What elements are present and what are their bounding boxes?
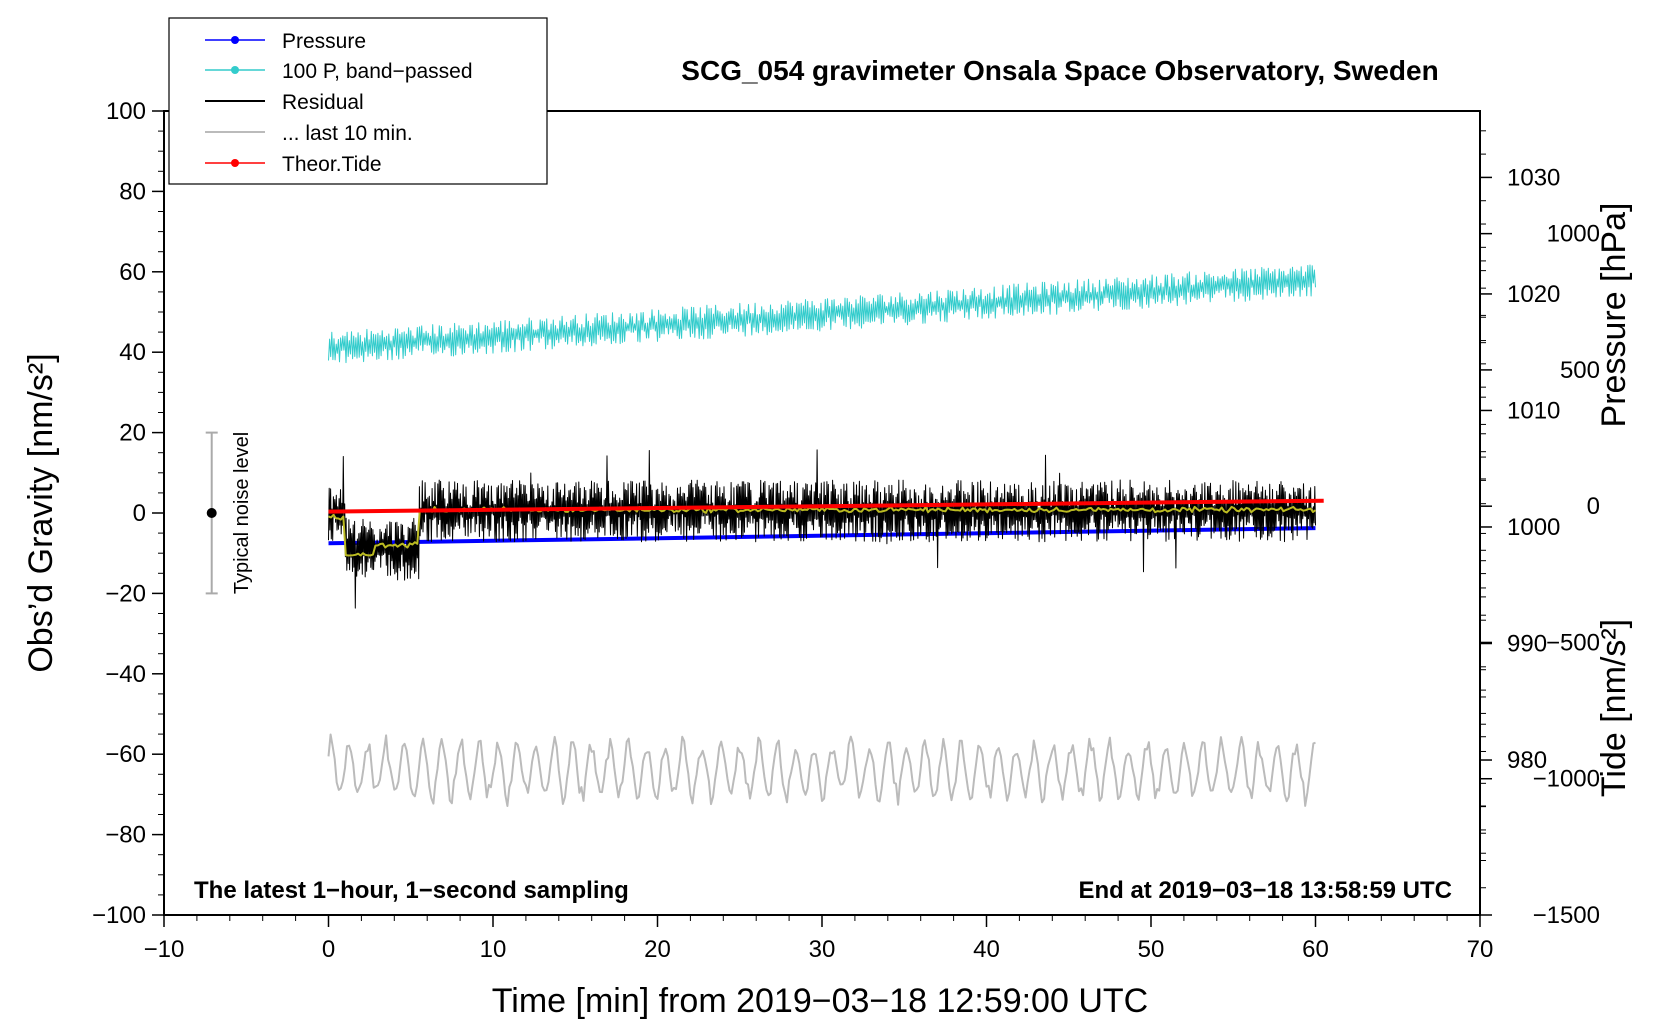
legend-label-bandpassed: 100 P, band−passed	[282, 60, 473, 83]
series-residual	[328, 449, 1316, 609]
x-tick-label: 50	[1138, 936, 1165, 963]
x-tick-label: 60	[1302, 936, 1329, 963]
legend-label-last10: ... last 10 min.	[282, 122, 413, 145]
x-tick-label: 0	[322, 936, 335, 963]
x-tick-label: 70	[1467, 936, 1494, 963]
chart-title: SCG_054 gravimeter Onsala Space Observat…	[681, 55, 1438, 86]
tide-tick-label: −500	[1546, 629, 1600, 656]
y-tick-label: 40	[119, 339, 146, 366]
y-tick-label: 0	[133, 500, 146, 527]
pressure-tick-label: 1030	[1507, 164, 1560, 191]
tide-tick-label: 500	[1560, 357, 1600, 384]
ticks-layer: −10 0 10 20 30 40 50 60 70−100−80−60−40−20020406…	[92, 98, 1600, 963]
x-axis-title: Time [min] from 2019−03−18 12:59:00 UTC	[492, 982, 1148, 1020]
pressure-tick-label: 980	[1507, 747, 1547, 774]
legend: Pressure 100 P, band−passed Residual ...…	[168, 17, 548, 185]
y-tick-label: 80	[119, 178, 146, 205]
x-tick-label: 40	[973, 936, 1000, 963]
y-tick-label: 100	[106, 98, 146, 125]
tide-tick-label: 0	[1587, 493, 1600, 520]
x-tick-label: −10	[144, 936, 185, 963]
noise-label: Typical noise level	[231, 432, 253, 594]
legend-marker-bandpassed	[231, 66, 239, 74]
legend-item-tide: Theor.Tide	[205, 153, 382, 176]
pressure-tick-label: 1010	[1507, 397, 1560, 424]
legend-label-residual: Residual	[282, 91, 364, 114]
legend-item-last10: ... last 10 min.	[205, 122, 413, 145]
legend-label-pressure: Pressure	[282, 30, 366, 53]
y-axis-title-left: Obs’d Gravity [nm/s²]	[22, 353, 60, 672]
y-tick-label: −80	[105, 822, 146, 849]
legend-item-pressure: Pressure	[205, 30, 366, 53]
legend-label-tide: Theor.Tide	[282, 153, 382, 176]
y-tick-label: 60	[119, 259, 146, 286]
legend-marker-pressure	[231, 36, 239, 44]
tide-tick-label: −1500	[1533, 902, 1600, 929]
note-left: The latest 1−hour, 1−second sampling	[194, 877, 629, 904]
pressure-tick-label: 990	[1507, 631, 1547, 658]
legend-item-residual: Residual	[205, 91, 364, 114]
y-axis-title-tide: Tide [nm/s²]	[1595, 619, 1633, 797]
series-theoretical-tide	[328, 498, 1324, 514]
y-axis-title-pressure: Pressure [hPa]	[1595, 203, 1633, 428]
y-tick-label: −20	[105, 580, 146, 607]
noise-bar: Typical noise level	[205, 431, 253, 595]
tide-tick-label: 1000	[1547, 221, 1600, 248]
series-pressure-bandpassed	[328, 264, 1316, 364]
pressure-tick-label: 1000	[1507, 514, 1560, 541]
note-right: End at 2019−03−18 13:58:59 UTC	[1078, 877, 1452, 904]
x-tick-label: 30	[809, 936, 836, 963]
noise-bar-center-dot	[206, 508, 217, 518]
legend-item-bandpassed: 100 P, band−passed	[205, 60, 473, 83]
tide-tick-label: −1000	[1533, 766, 1600, 793]
pressure-tick-label: 1020	[1507, 281, 1560, 308]
x-tick-label: 10	[480, 936, 507, 963]
y-tick-label: −100	[92, 902, 146, 929]
series-layer	[327, 264, 1324, 807]
y-tick-label: −60	[105, 741, 146, 768]
y-tick-label: 20	[119, 420, 146, 447]
legend-marker-tide	[231, 159, 239, 167]
x-tick-label: 20	[644, 936, 671, 963]
y-tick-label: −40	[105, 661, 146, 688]
series-last-10-min	[327, 733, 1316, 807]
